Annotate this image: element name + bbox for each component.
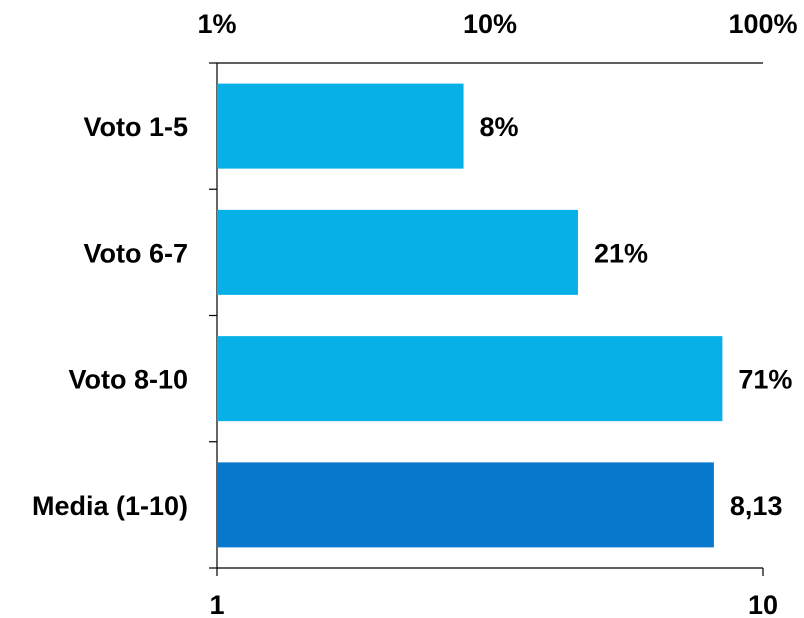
bar-voto-6-7 [217,209,578,295]
data-label-voto-1-5: 8% [480,112,519,142]
category-label-voto-8-10: Voto 8-10 [68,365,188,395]
top-axis-tick-label: 1% [197,9,236,39]
bars [217,83,723,548]
bottom-axis-tick-label: 1 [209,590,224,618]
category-label-voto-1-5: Voto 1-5 [83,112,188,142]
category-label-media-1-10: Media (1-10) [32,491,188,521]
data-label-voto-8-10: 71% [738,365,792,395]
bar-media-1-10 [217,462,714,548]
category-label-voto-6-7: Voto 6-7 [83,238,188,268]
bar-voto-1-5 [217,83,464,169]
data-label-voto-6-7: 21% [594,238,648,268]
data-label-media-1-10: 8,13 [730,491,783,521]
labels: 1% 10% 100% 1 10 Voto 1-5 Voto 6-7 Voto 8-10 Med… [32,9,798,618]
top-axis-tick-label: 100% [728,9,797,39]
bar-voto-8-10 [217,336,723,422]
top-axis-tick-label: 10% [463,9,517,39]
bottom-axis-tick-label: 10 [748,590,778,618]
